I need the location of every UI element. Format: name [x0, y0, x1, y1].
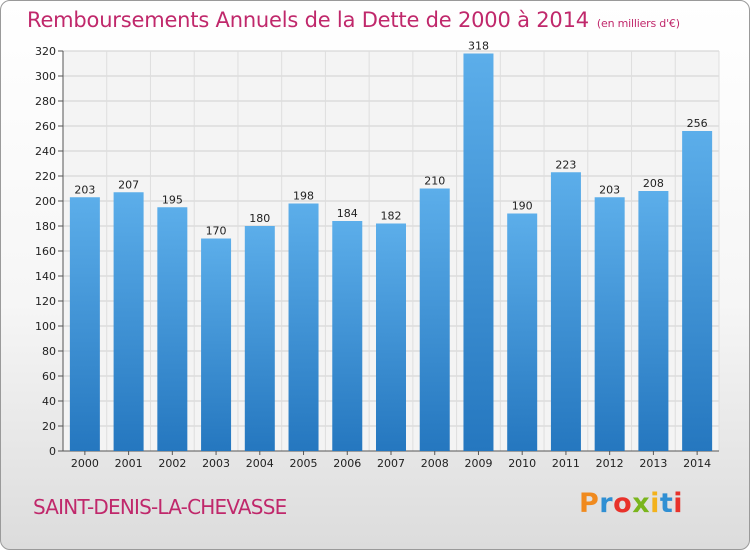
data-label-2004: 180	[249, 212, 270, 225]
bar-2011	[550, 172, 581, 451]
y-tick-label: 160	[35, 245, 56, 258]
data-label-2003: 170	[206, 225, 227, 238]
data-label-2010: 190	[512, 200, 533, 213]
bar-2001	[113, 192, 144, 451]
data-label-2012: 203	[599, 183, 620, 196]
bar-2003	[201, 238, 232, 451]
logo-letter: x	[632, 488, 651, 519]
x-tick-label-2002: 2002	[158, 457, 186, 470]
bar-2007	[376, 223, 406, 451]
data-label-2001: 207	[118, 178, 139, 191]
logo-letter: o	[613, 488, 633, 519]
y-tick-label: 40	[42, 395, 56, 408]
y-tick-label: 100	[35, 320, 56, 333]
x-tick-label-2009: 2009	[464, 457, 492, 470]
y-tick-label: 260	[35, 120, 56, 133]
x-tick-label-2003: 2003	[202, 457, 230, 470]
bar-2010	[507, 213, 538, 451]
data-label-2006: 184	[337, 207, 358, 220]
location-name: SAINT-DENIS-LA-CHEVASSE	[33, 495, 287, 519]
logo-letter: i	[673, 488, 684, 519]
x-tick-label-2000: 2000	[71, 457, 99, 470]
x-tick-label-2013: 2013	[639, 457, 667, 470]
bars	[69, 53, 713, 451]
y-tick-label: 20	[42, 420, 56, 433]
data-label-2000: 203	[74, 183, 95, 196]
x-tick-label-2012: 2012	[596, 457, 624, 470]
x-tick-label-2005: 2005	[290, 457, 318, 470]
x-tick-label-2007: 2007	[377, 457, 405, 470]
logo-letter: i	[650, 488, 660, 519]
data-label-2002: 195	[162, 193, 183, 206]
y-tick-label: 200	[35, 195, 56, 208]
x-tick-label-2006: 2006	[333, 457, 361, 470]
x-tick-label-2011: 2011	[552, 457, 580, 470]
bar-2002	[157, 207, 188, 451]
x-tick-label-2004: 2004	[246, 457, 274, 470]
labels: 0 20 40 60 80 100 120 140 160 180 200 220 240 260 280 3…	[35, 40, 711, 471]
data-label-2005: 198	[293, 190, 314, 203]
y-tick-label: 220	[35, 170, 56, 183]
data-label-2008: 210	[424, 175, 445, 188]
chart-title-text: Remboursements Annuels de la Dette de 20…	[27, 8, 589, 32]
data-label-2011: 223	[555, 158, 576, 171]
y-tick-label: 180	[35, 220, 56, 233]
logo-letter: P	[579, 488, 600, 519]
x-tick-label-2010: 2010	[508, 457, 536, 470]
y-tick-label: 120	[35, 295, 56, 308]
logo-letter: t	[659, 488, 674, 519]
chart-title: Remboursements Annuels de la Dette de 20…	[27, 8, 680, 32]
bar-2012	[594, 197, 625, 451]
proxiti-logo: Proxiti	[579, 488, 683, 519]
bar-2009	[463, 53, 494, 451]
bar-2000	[69, 197, 100, 451]
y-tick-label: 80	[42, 345, 56, 358]
data-label-2009: 318	[468, 40, 489, 53]
x-tick-label-2001: 2001	[115, 457, 143, 470]
y-tick-label: 0	[49, 445, 56, 458]
bar-2004	[244, 226, 275, 451]
data-label-2014: 256	[687, 117, 708, 130]
bar-2008	[419, 188, 450, 451]
bar-2006	[332, 221, 363, 451]
data-label-2013: 208	[643, 177, 664, 190]
logo-letter: r	[599, 488, 614, 519]
bar-2005	[288, 203, 319, 451]
bar-2014	[682, 131, 713, 451]
y-tick-label: 60	[42, 370, 56, 383]
bar-2013	[638, 191, 669, 451]
y-tick-label: 280	[35, 95, 56, 108]
y-tick-label: 300	[35, 70, 56, 83]
chart-subtitle: (en milliers d'€)	[596, 17, 680, 30]
x-tick-label-2014: 2014	[683, 457, 711, 470]
y-tick-label: 240	[35, 145, 56, 158]
data-label-2007: 182	[381, 210, 402, 223]
y-tick-label: 320	[35, 45, 56, 58]
y-tick-label: 140	[35, 270, 56, 283]
x-tick-label-2008: 2008	[421, 457, 449, 470]
